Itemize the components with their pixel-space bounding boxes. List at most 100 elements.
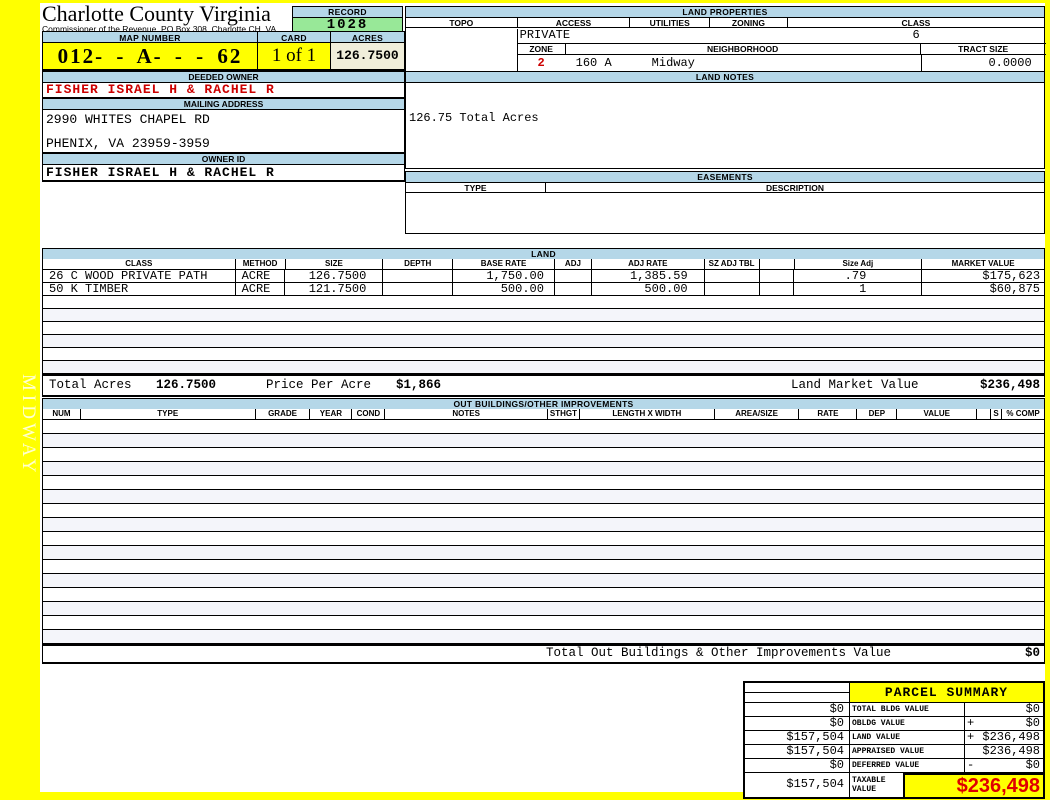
land-cell <box>704 283 760 296</box>
out-buildings-total-label: Total Out Buildings & Other Improvements… <box>546 646 892 660</box>
tract-size-value: 0.0000 <box>920 55 1046 73</box>
land-market-value-label: Land Market Value <box>791 378 919 392</box>
out-buildings-empty-row <box>42 420 1045 434</box>
parcel-row-value: $236,498 <box>982 744 1040 758</box>
parcel-row-operator <box>965 703 981 716</box>
taxable-left-value: $157,504 <box>745 773 850 797</box>
neighborhood-code: 160 A <box>575 56 612 70</box>
out-buildings-column-header: S <box>991 409 1003 420</box>
out-buildings-column-header: NUM <box>43 409 81 420</box>
parcel-row-label: DEFERRED VALUE <box>850 759 965 772</box>
out-buildings-columns: NUM TYPE GRADE YEAR COND NOTES STHGT LENGTH X W… <box>42 409 1045 420</box>
access-value: PRIVATE <box>519 28 571 42</box>
out-buildings-empty-row <box>42 462 1045 476</box>
record-label: RECORD <box>292 6 403 18</box>
out-buildings-column-header: GRADE <box>255 409 311 420</box>
out-buildings-column-header: YEAR <box>310 409 353 420</box>
easements-title: EASEMENTS <box>405 171 1045 183</box>
land-cell <box>704 270 760 283</box>
out-buildings-empty-row <box>42 602 1045 616</box>
land-table-empty-rows <box>42 296 1045 374</box>
map-number-value: 012- - A- - - 62 <box>42 43 258 70</box>
easement-description-header: DESCRIPTION <box>546 183 1044 193</box>
parcel-row-operator: + <box>967 730 975 744</box>
out-buildings-total-row: Total Out Buildings & Other Improvements… <box>42 644 1045 664</box>
land-cell <box>383 283 454 296</box>
land-cell: $60,875 <box>922 283 1045 296</box>
land-cell: 26 C WOOD PRIVATE PATH <box>43 270 236 283</box>
parcel-left-value: $157,504 <box>745 731 850 744</box>
land-cell <box>383 270 454 283</box>
land-cell: 500.00 <box>453 283 555 296</box>
out-buildings-empty-row <box>42 518 1045 532</box>
parcel-row-operator: - <box>967 758 975 772</box>
land-cell: 500.00 <box>591 283 705 296</box>
neighborhood-name: Midway <box>651 56 695 70</box>
tract-size-label: TRACT SIZE <box>920 44 1046 55</box>
total-acres-value: 126.7500 <box>156 378 217 392</box>
map-number-label: MAP NUMBER <box>42 31 258 43</box>
out-buildings-empty-row <box>42 434 1045 448</box>
land-cell <box>759 283 795 296</box>
out-buildings-empty-row <box>42 616 1045 630</box>
county-title: Charlotte County Virginia <box>42 1 271 26</box>
land-notes-title: LAND NOTES <box>405 71 1045 83</box>
out-buildings-column-header: STHGT <box>547 409 580 420</box>
deeded-owner-label: DEEDED OWNER <box>42 70 405 83</box>
out-buildings-empty-row <box>42 630 1045 644</box>
land-cell: ACRE <box>235 270 286 283</box>
land-column-header: METHOD <box>235 259 286 270</box>
land-properties-panel: LAND PROPERTIES TOPO ACCESS UTILITIES ZO… <box>405 6 1046 73</box>
address-line-2: PHENIX, VA 23959-3959 <box>46 136 210 151</box>
out-buildings-title: OUT BUILDINGS/OTHER IMPROVEMENTS <box>42 398 1045 409</box>
zone-label: ZONE <box>517 44 566 55</box>
out-buildings-empty-row <box>42 560 1045 574</box>
land-cell: 121.7500 <box>285 283 384 296</box>
easements-panel: EASEMENTS TYPE DESCRIPTION <box>405 171 1045 234</box>
land-empty-row <box>42 335 1045 348</box>
easements-empty-area <box>405 194 1045 234</box>
parcel-summary-row: $0 DEFERRED VALUE - $0 <box>745 759 1043 773</box>
parcel-row-operator <box>965 745 981 758</box>
land-cell: 1 <box>794 283 923 296</box>
parcel-summary-row: $0 OBLDG VALUE + $0 <box>745 717 1043 731</box>
out-buildings-column-header: % COMP <box>1002 409 1045 420</box>
out-buildings-total-value: $0 <box>1024 646 1040 660</box>
parcel-left-value: $0 <box>745 759 850 772</box>
out-buildings-column-header: COND <box>352 409 386 420</box>
land-cell: 1,750.00 <box>453 270 555 283</box>
land-empty-row <box>42 322 1045 335</box>
parcel-summary-left-spacer <box>745 683 850 703</box>
title-block: Charlotte County Virginia Commissioner o… <box>42 3 292 34</box>
record-card: Charlotte County Virginia Commissioner o… <box>40 3 1046 799</box>
parcel-summary-rows: $0 TOTAL BLDG VALUE $0 $0 OBLDG VALUE + $0 $157… <box>745 703 1043 773</box>
price-per-acre-label: Price Per Acre <box>266 378 372 392</box>
card-label: CARD <box>258 31 331 43</box>
land-column-header <box>759 259 795 270</box>
land-cell: ACRE <box>235 283 286 296</box>
land-empty-row <box>42 348 1045 361</box>
land-market-value: $236,498 <box>979 378 1040 392</box>
land-column-header: SIZE <box>285 259 384 270</box>
land-cell: 50 K TIMBER <box>43 283 236 296</box>
land-column-header: MARKET VALUE <box>922 259 1044 270</box>
land-column-header: Size Adj <box>794 259 923 270</box>
mailing-address-label: MAILING ADDRESS <box>42 97 405 110</box>
land-column-header: BASE RATE <box>453 259 555 270</box>
parcel-row-label: APPRAISED VALUE <box>850 745 965 758</box>
land-empty-row <box>42 296 1045 309</box>
parcel-summary-row: $157,504 APPRAISED VALUE $236,498 <box>745 744 1043 759</box>
zoning-header: ZONING <box>710 18 788 28</box>
out-buildings-column-header: AREA/SIZE <box>714 409 800 420</box>
out-buildings-empty-row <box>42 476 1045 490</box>
record-box: RECORD 1028 <box>292 6 403 34</box>
neighborhood-label: NEIGHBORHOOD <box>565 44 921 55</box>
parcel-row-value: $0 <box>1025 702 1040 716</box>
out-buildings-column-header: NOTES <box>385 409 548 420</box>
commissioner-line: Commissioner of the Revenue, PO Box 308,… <box>42 24 277 34</box>
utilities-header: UTILITIES <box>630 18 711 28</box>
out-buildings-column-header: VALUE <box>897 409 978 420</box>
sidebar-vertical-label: MIDWAY <box>18 373 39 477</box>
land-empty-row <box>42 309 1045 322</box>
